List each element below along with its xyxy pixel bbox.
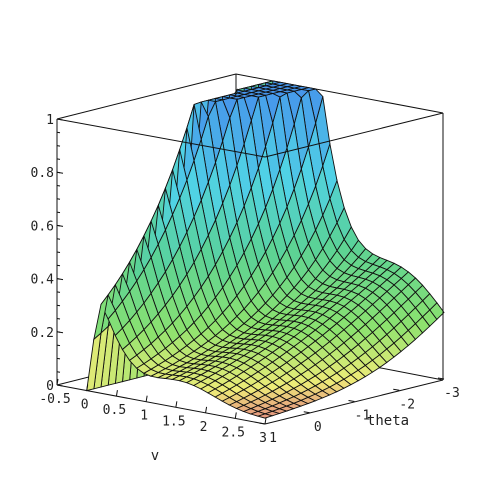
x-tick-label: -0.5 <box>39 392 70 407</box>
z-tick-label: 0.6 <box>31 219 54 234</box>
tick-mark <box>205 406 208 413</box>
tick-mark <box>56 145 61 147</box>
z-tick-label: 0.4 <box>31 273 55 288</box>
tick-mark <box>258 422 266 425</box>
tick-mark <box>56 224 61 227</box>
tick-mark <box>56 331 61 333</box>
tick-mark <box>264 417 267 425</box>
x-tick-label: 2 <box>200 420 208 435</box>
tick-mark <box>56 238 61 240</box>
tick-mark <box>56 251 61 253</box>
tick-mark <box>56 158 61 160</box>
tick-mark <box>56 291 61 293</box>
tick-mark <box>303 411 310 414</box>
tick-mark <box>56 304 61 307</box>
y-axis: -3 -2 -1 0 1 <box>258 377 460 446</box>
tick-mark <box>56 318 61 320</box>
x-axis-title: v <box>151 448 159 464</box>
x-axis: -0.5 0 0.5 1 1.5 2 2.5 3 <box>39 378 267 446</box>
y-axis-title: theta <box>367 413 409 429</box>
tick-mark <box>56 264 61 267</box>
z-tick-label: 0.8 <box>31 166 54 181</box>
y-tick-label: -3 <box>444 386 460 401</box>
surface-patch <box>86 331 102 392</box>
z-tick-label: 0.2 <box>31 326 54 341</box>
z-tick-label: 0 <box>46 379 54 394</box>
tick-mark <box>175 401 178 408</box>
tick-mark <box>56 171 61 174</box>
x-tick-label: 1 <box>140 409 148 424</box>
tick-mark <box>56 211 61 214</box>
x-tick-label: 2.5 <box>222 425 245 440</box>
y-tick-label: -1 <box>355 409 371 424</box>
tick-mark <box>145 395 148 402</box>
tick-mark <box>234 412 237 419</box>
tick-mark <box>348 400 355 402</box>
x-tick-label: 0 <box>81 398 89 413</box>
x-tick-label: 0.5 <box>103 403 126 418</box>
tick-mark <box>56 344 61 347</box>
y-tick-label: -2 <box>399 397 415 412</box>
tick-mark <box>56 371 61 373</box>
tick-mark <box>56 278 61 280</box>
tick-mark <box>56 118 64 121</box>
x-tick-label: 3 <box>259 431 267 446</box>
tick-mark <box>56 357 61 360</box>
x-tick-label: 1.5 <box>162 414 185 429</box>
z-axis: 0 0.2 0.4 0.6 0.8 1 <box>31 113 64 394</box>
tick-mark <box>115 390 118 397</box>
tick-mark <box>56 198 61 200</box>
surface <box>86 80 445 419</box>
z-tick-label: 1 <box>46 113 54 128</box>
tick-mark <box>56 131 61 134</box>
y-tick-label: 1 <box>269 431 277 446</box>
tick-mark <box>56 384 64 387</box>
tick-mark <box>393 388 400 391</box>
tick-mark <box>56 378 59 386</box>
y-tick-label: 0 <box>314 420 322 435</box>
tick-mark <box>56 185 61 187</box>
tick-mark <box>437 377 445 380</box>
tick-mark <box>86 384 89 391</box>
